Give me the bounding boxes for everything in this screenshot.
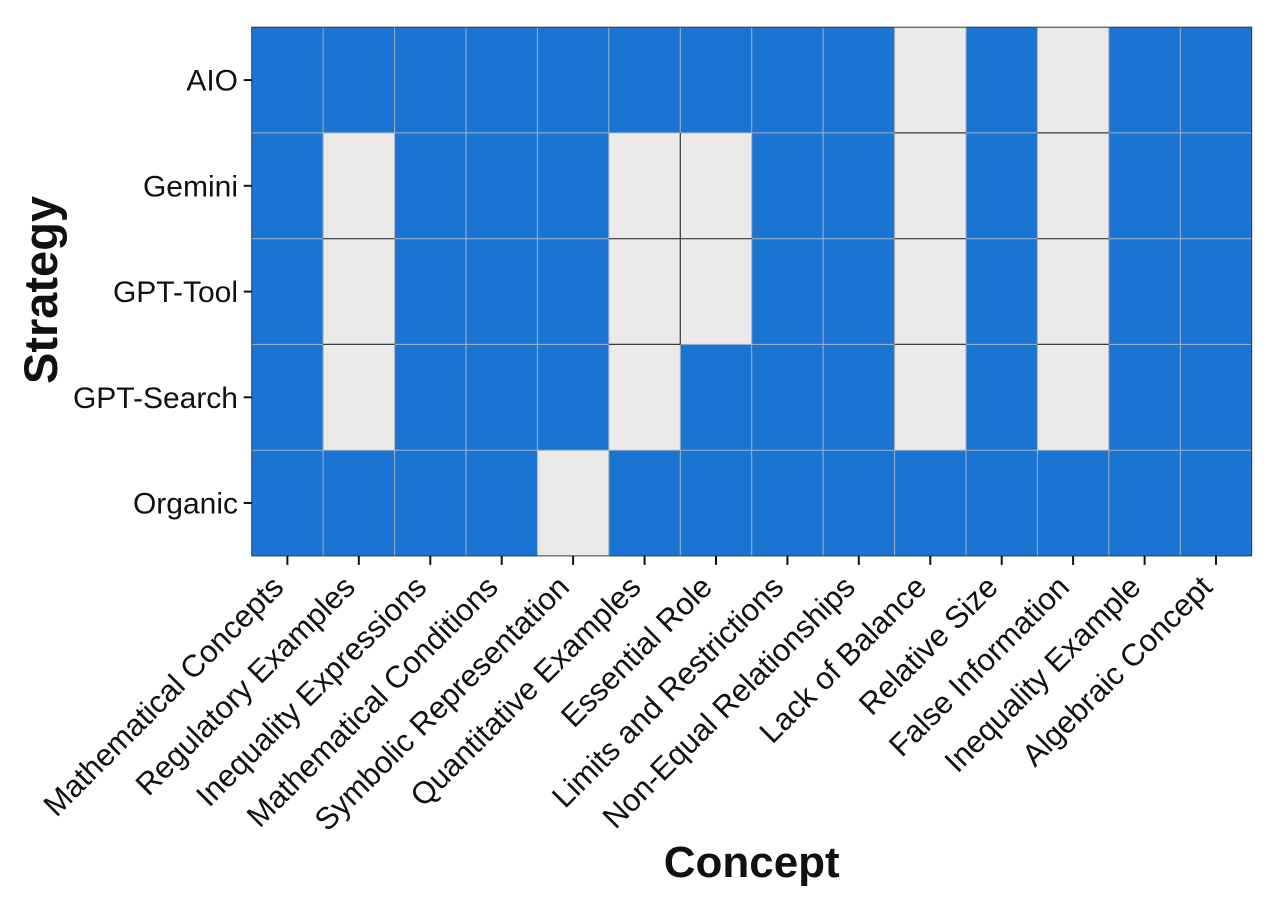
svg-text:Concept: Concept bbox=[664, 838, 840, 887]
svg-text:Strategy: Strategy bbox=[14, 196, 67, 384]
svg-text:GPT-Tool: GPT-Tool bbox=[113, 276, 238, 309]
svg-text:AIO: AIO bbox=[186, 65, 238, 98]
svg-text:Gemini: Gemini bbox=[143, 170, 238, 203]
svg-text:Organic: Organic bbox=[133, 488, 238, 521]
svg-text:GPT-Search: GPT-Search bbox=[73, 382, 238, 415]
